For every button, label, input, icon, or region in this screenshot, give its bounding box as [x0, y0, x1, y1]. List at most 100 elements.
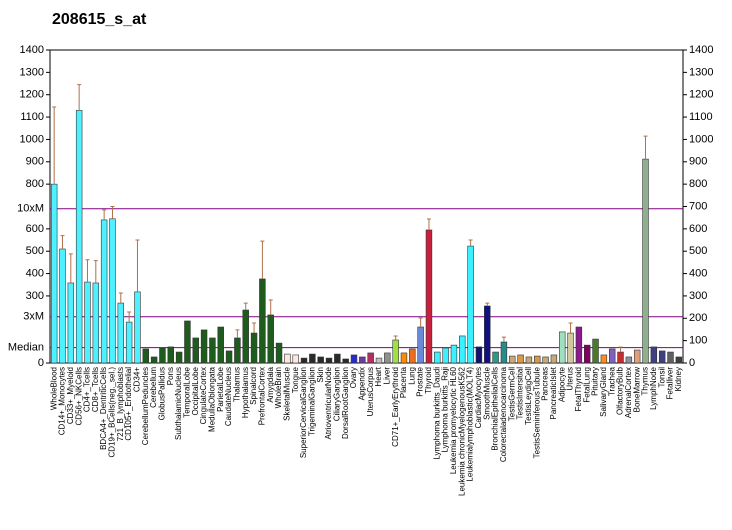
error-bar [93, 260, 98, 283]
bar [100, 219, 108, 364]
bar [359, 356, 366, 364]
y2-tick-label: 300 [689, 290, 707, 302]
x-tick-label: Hypothalamus [241, 367, 250, 418]
x-tick-label: Tonsil [657, 367, 666, 388]
bar [150, 356, 158, 364]
x-tick-label: Lymphoma burkitts_Raji [441, 367, 450, 453]
bar [284, 353, 291, 364]
y2-tick-label: 800 [689, 178, 707, 190]
bar [384, 352, 391, 364]
bar [200, 329, 208, 364]
bar [75, 110, 83, 364]
y-tick-label: 0 [38, 357, 44, 369]
x-tick-label: TestisIntersitial [516, 367, 525, 420]
bar [392, 339, 399, 364]
bar [567, 332, 574, 364]
bar [300, 357, 308, 364]
error-bar [426, 218, 431, 230]
bar [350, 354, 358, 364]
x-tick-label: CardiacMyocytes [474, 367, 483, 428]
bar [209, 337, 216, 364]
bar [434, 351, 441, 364]
y-tick-label: 1300 [20, 66, 44, 78]
bar [134, 291, 141, 364]
reference-label: 10xM [17, 203, 44, 215]
x-tick-label: CerebellumPeduncles [141, 367, 150, 445]
bar [334, 353, 341, 364]
y2-tick-label: 600 [689, 223, 707, 235]
x-tick-label: OccipitalLobe [191, 366, 200, 415]
error-bar [127, 311, 132, 323]
x-tick-label: OlfactoryBulb [616, 366, 625, 415]
error-bar [110, 206, 115, 219]
y2-tick-label: 0 [689, 357, 695, 369]
x-tick-label: Appendix [357, 367, 366, 400]
y-tick-label: 1000 [20, 133, 44, 145]
bar [317, 356, 324, 364]
y2-tick-label: 1300 [689, 66, 713, 78]
bar [259, 278, 266, 364]
y2-tick-label: 200 [689, 312, 707, 324]
bar [525, 356, 533, 364]
y2-tick-label: 100 [689, 335, 707, 347]
x-tick-label: TestisGermCell [507, 367, 516, 421]
x-tick-label: SuperiorCervicalGanglion [299, 367, 308, 458]
x-tick-label: Liver [382, 367, 391, 385]
bar [142, 348, 149, 364]
x-tick-label: ParietalLobe [216, 366, 225, 411]
x-tick-label: Adipocyte [557, 366, 566, 402]
x-tick-label: Colorectaladenocarcinoma [499, 366, 508, 462]
error-bar [485, 302, 490, 306]
y2-tick-label: 1200 [689, 89, 713, 101]
x-tick-label: FetalThyroid [574, 367, 583, 411]
error-bar [393, 335, 398, 340]
bar [633, 349, 641, 364]
bar [417, 326, 424, 364]
x-tick-label: WholeBrain [274, 367, 283, 408]
error-bar [243, 302, 248, 311]
x-tick-label: FetalLung [582, 367, 591, 403]
error-bar [85, 259, 90, 283]
bar [217, 326, 224, 364]
x-tick-label: Thalamus [233, 367, 242, 402]
bar [367, 352, 374, 364]
error-bar [68, 253, 73, 283]
bar [500, 341, 508, 364]
x-tick-label: Thyroid [424, 367, 433, 394]
x-tick-label: CD33+_Myeloid [66, 367, 75, 424]
error-bar [118, 292, 123, 304]
error-bar [52, 106, 57, 185]
bar [575, 326, 583, 364]
bar [492, 351, 499, 364]
bar [608, 348, 616, 364]
bar [67, 282, 75, 364]
bar [600, 354, 608, 364]
y-tick-label: 900 [26, 156, 44, 168]
x-tick-label: AdrenalCortex [624, 367, 633, 418]
x-tick-label: MedullaOblongata [208, 366, 217, 431]
x-tick-label: Placenta [399, 366, 408, 398]
x-tick-label: UterusCorpus [366, 367, 375, 416]
x-tick-label: Lung [407, 367, 416, 385]
bar [642, 158, 649, 364]
x-tick-label: CD8+_Tcells [91, 367, 100, 412]
x-tick-label: DorsalRootGanglion [341, 367, 350, 439]
x-tick-label: CaudateNucleus [224, 367, 233, 426]
bar [617, 351, 624, 364]
bar [175, 351, 183, 364]
bar [267, 314, 274, 364]
reference-label: 3xM [23, 311, 44, 323]
x-tick-label: CiliaryGanglion [332, 367, 341, 421]
bar [159, 347, 166, 364]
error-bar [643, 135, 648, 160]
error-bar [618, 346, 623, 353]
x-tick-label: SalivaryGland [599, 367, 608, 417]
bar [309, 353, 316, 364]
bar [275, 342, 283, 364]
x-tick-label: Amygdala [266, 366, 275, 402]
bar [625, 356, 633, 364]
x-tick-label: Prostate [416, 366, 425, 396]
bar [559, 331, 566, 364]
x-tick-label: BronchialEpithelialCells [491, 367, 500, 451]
